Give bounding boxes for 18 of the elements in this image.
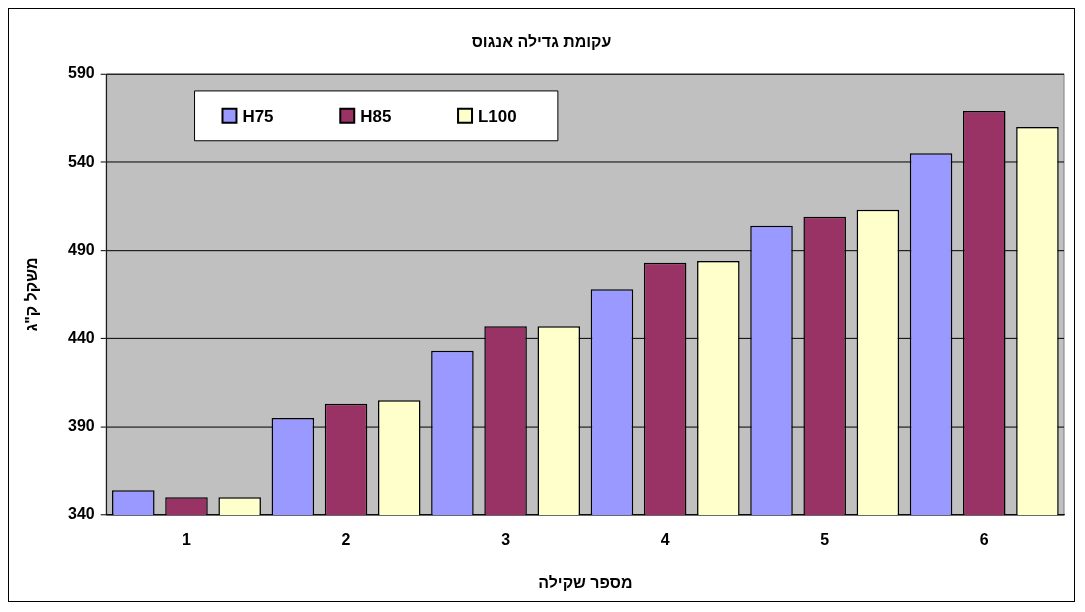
y-tick-label: 490 <box>68 240 95 258</box>
y-axis-title: משקל ק"ג <box>22 257 40 332</box>
y-tick-label: 340 <box>68 505 95 523</box>
x-axis-title: מספר שקילה <box>538 573 633 591</box>
x-tick-label: 2 <box>341 530 351 548</box>
legend-label: H85 <box>360 106 392 126</box>
x-tick-label: 6 <box>979 530 989 548</box>
x-tick-label: 3 <box>501 530 511 548</box>
chart-title: עקומת גדילה אנגוס <box>471 32 612 50</box>
x-tick-label: 4 <box>660 530 670 548</box>
y-tick-label: 590 <box>68 64 95 82</box>
y-tick-label: 390 <box>68 417 95 435</box>
legend-label: H75 <box>242 106 274 126</box>
y-tick-label: 440 <box>68 328 95 346</box>
x-tick-label: 1 <box>182 530 192 548</box>
y-tick-label: 540 <box>68 152 95 170</box>
legend-label: L100 <box>478 106 517 126</box>
x-tick-label: 5 <box>820 530 830 548</box>
